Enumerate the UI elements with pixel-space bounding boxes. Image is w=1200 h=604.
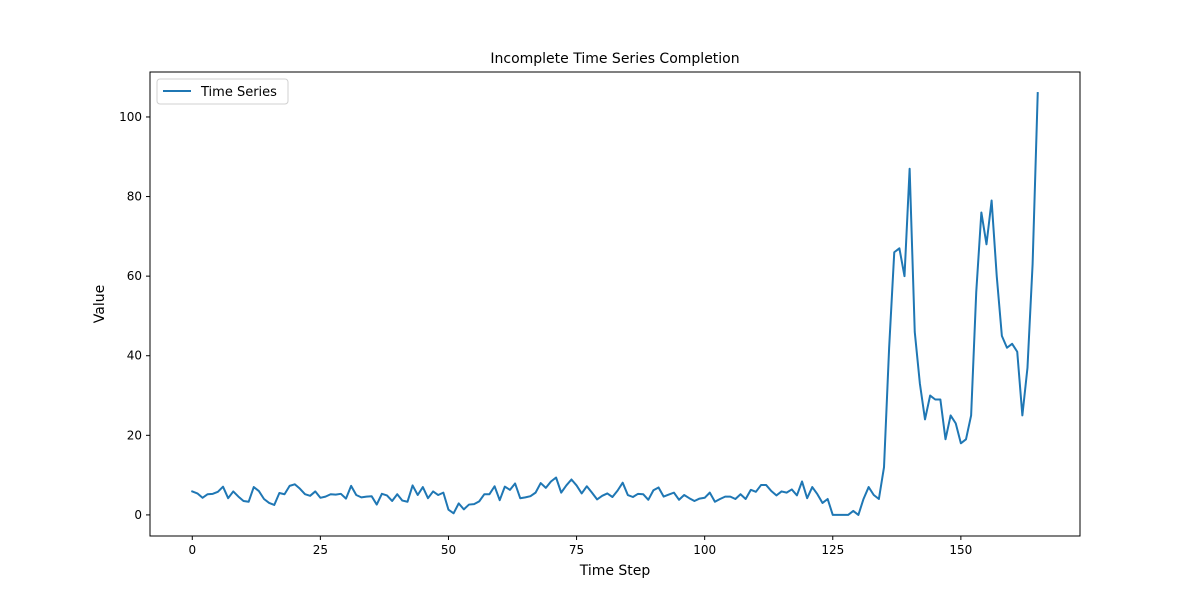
legend: Time Series: [156, 78, 289, 105]
y-axis-ticks: 0 20 40 60 80 100: [119, 110, 150, 522]
y-axis-label: Value: [92, 285, 108, 323]
x-tick-label: 75: [569, 543, 584, 557]
legend-box: [156, 78, 289, 105]
y-tick-label: 40: [127, 349, 142, 363]
x-tick-label: 0: [188, 543, 196, 557]
plot-frame: [149, 71, 1081, 537]
plot-area: [150, 72, 1080, 536]
x-tick-label: 50: [441, 543, 456, 557]
x-tick-label: 25: [313, 543, 328, 557]
y-tick-label: 20: [127, 428, 142, 442]
x-axis-ticks: 0 25 50 75 100 125 150: [188, 536, 972, 557]
x-tick-label: 100: [693, 543, 716, 557]
chart-title: Incomplete Time Series Completion: [490, 51, 739, 67]
plot-background: [150, 72, 1080, 536]
y-tick-label: 80: [127, 190, 142, 204]
x-tick-label: 150: [949, 543, 972, 557]
y-tick-label: 100: [119, 110, 142, 124]
y-tick-label: 0: [134, 508, 142, 522]
series-line-0: [190, 92, 1039, 516]
series-layer: [190, 92, 1039, 516]
legend-series-label: Time Series: [200, 85, 277, 100]
x-tick-label: 125: [821, 543, 844, 557]
y-tick-label: 60: [127, 269, 142, 283]
x-axis-label: Time Step: [579, 563, 651, 579]
